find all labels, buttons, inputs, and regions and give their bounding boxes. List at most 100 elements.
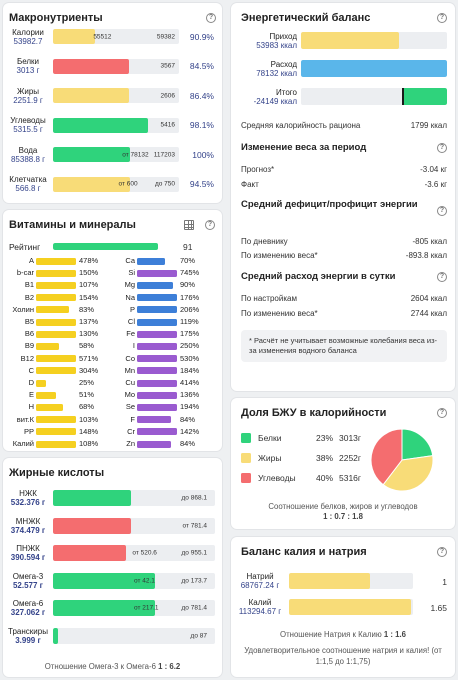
mineral-percent: 184%: [180, 365, 200, 375]
macro-row: Белки 3013 г 3567 84.5%: [3, 57, 222, 75]
macro-bar-fill: [53, 147, 130, 162]
diary-label: По дневнику: [241, 237, 288, 246]
energy-bar: [301, 88, 447, 105]
macro-name: Вода: [18, 145, 38, 155]
vitamin-label: Калий: [12, 439, 34, 448]
kna-ratio-label: Отношение Натрия к Калию: [280, 630, 382, 639]
weight-change2-label: По изменению веса*: [241, 309, 318, 318]
help-icon[interactable]: ?: [437, 13, 447, 23]
macro-min-label: от 600: [118, 180, 138, 188]
vitamin-label: B9: [24, 341, 34, 351]
fatty-min-label: от 520.6: [132, 549, 157, 557]
energy-bar-fill: [301, 60, 447, 77]
macro-bar-fill: [53, 176, 130, 192]
vitamin-bar: [36, 416, 76, 424]
mineral-label: F: [130, 414, 135, 424]
table-icon[interactable]: [184, 220, 194, 230]
vitamin-bar: [36, 257, 76, 265]
macro-value: 2251.9 г: [13, 95, 43, 105]
energy-name: Приход: [269, 31, 297, 41]
help-icon[interactable]: ?: [206, 13, 216, 23]
kna-value: 113294.67 г: [238, 607, 282, 616]
legend-percent: 23%: [316, 433, 334, 443]
macro-min-label: от 78132: [122, 151, 149, 158]
macro-bar: 5416: [53, 117, 179, 133]
fatty-bar: от 781.4: [53, 517, 215, 534]
help-icon[interactable]: ?: [205, 220, 215, 230]
vitamins-title: Витамины и минералы: [9, 219, 136, 231]
vitamin-percent: 58%: [79, 341, 95, 351]
vitamin-label: B6: [24, 329, 34, 339]
fatty-row: НЖК 532.376 г до 868.1: [3, 489, 222, 507]
vitamin-percent: 83%: [79, 304, 95, 314]
legend-name: Жиры: [258, 453, 282, 463]
fatty-name: Транскиры: [8, 626, 48, 636]
macro-percent: 86.4%: [189, 90, 214, 101]
vitamin-percent: 571%: [79, 353, 99, 363]
mineral-label: Fe: [126, 329, 135, 339]
fatty-bar: от 520.6 до 955.1: [53, 545, 215, 561]
vitamin-bar: [36, 269, 76, 277]
pie-slice: [401, 428, 434, 461]
omega-ratio-value: 1 : 6.2: [158, 662, 181, 671]
fatty-bar-fill: [53, 490, 131, 506]
energy-bar: [301, 32, 447, 49]
energy-bar-fill: [301, 32, 399, 49]
mineral-label: Mg: [124, 280, 135, 290]
macro-percent: 84.5%: [189, 61, 214, 71]
macro-bar-fill: [53, 58, 129, 74]
macro-row: Жиры 2251.9 г 2606 86.4%: [3, 87, 222, 105]
vitamin-bar: [36, 342, 60, 350]
fatty-min-label: от 217.1: [134, 604, 159, 612]
fatty-max-label: до 955.1: [181, 549, 207, 557]
mineral-label: Ca: [125, 256, 135, 265]
help-icon[interactable]: ?: [437, 547, 447, 557]
kna-label: Калий 113294.67 г: [233, 598, 287, 616]
mineral-bar: [137, 428, 177, 436]
macro-value: 85388.8 г: [10, 154, 46, 164]
vitamin-label: B12: [20, 353, 34, 363]
fatty-bar-fill: [53, 545, 126, 561]
macronutrients-title: Макронутриенты: [9, 12, 103, 24]
help-icon[interactable]: ?: [437, 408, 447, 418]
mineral-percent: 176%: [180, 292, 200, 302]
mineral-bar: [137, 403, 177, 411]
help-icon[interactable]: ?: [437, 272, 447, 282]
mineral-percent: 206%: [180, 304, 200, 314]
vitamin-bar: [36, 403, 64, 411]
mineral-bar: [137, 355, 177, 363]
mineral-label: I: [132, 341, 135, 351]
help-icon[interactable]: ?: [437, 143, 447, 153]
energy-bar-fill: [401, 88, 447, 105]
mineral-percent: 745%: [180, 268, 200, 278]
mineral-bar: [137, 440, 171, 448]
macro-norm-label: 3567: [160, 62, 175, 70]
weight-change-label: По изменению веса*: [241, 251, 318, 260]
mineral-percent: 84%: [180, 414, 196, 424]
fatty-label: Омега-3 52.577 г: [3, 572, 53, 590]
omega-ratio: Отношение Омега-3 к Омега-6 1 : 6.2: [3, 662, 222, 671]
macro-name: Углеводы: [10, 116, 46, 125]
macro-bar: 3567: [53, 58, 179, 74]
energy-label: Расход 78132 ккал: [233, 60, 299, 78]
vitamin-label: B1: [24, 280, 34, 290]
vitamin-label: вит.К: [16, 414, 34, 424]
potassium-sodium-title: Баланс калия и натрия: [241, 546, 367, 558]
mineral-label: P: [129, 304, 135, 314]
legend-swatch: [241, 473, 251, 483]
fatty-bar: до 87: [53, 627, 215, 644]
fatty-bar-fill: [53, 517, 131, 534]
help-icon[interactable]: ?: [437, 206, 447, 216]
macro-value: 566.8 г: [15, 184, 41, 193]
fatty-label: МНЖК 374.479 г: [3, 517, 53, 535]
mineral-percent: 194%: [180, 402, 200, 412]
legend-grams: 5316г: [339, 473, 362, 483]
macro-norm-label: до 750: [154, 180, 175, 188]
fatty-bar: от 217.1 до 781.4: [53, 600, 215, 616]
fatty-value: 390.594 г: [10, 553, 46, 562]
kna-bar: [289, 573, 413, 589]
kna-value: 68767.24 г: [240, 581, 280, 590]
bju-pie-chart: [370, 428, 434, 492]
vitamin-bar: [36, 428, 76, 436]
vitamin-percent: 150%: [79, 268, 99, 278]
